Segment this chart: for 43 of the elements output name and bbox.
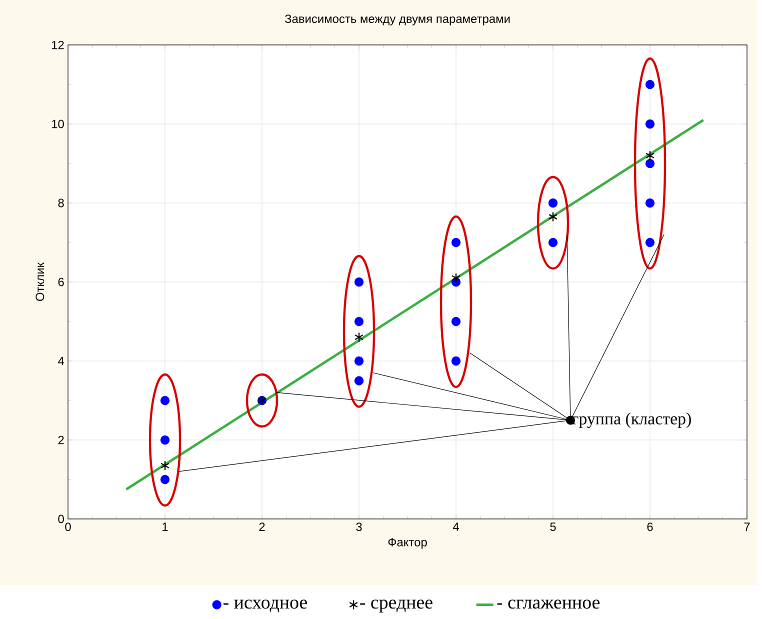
point bbox=[160, 435, 170, 445]
point bbox=[354, 356, 364, 366]
y-tick-label: 2 bbox=[58, 436, 64, 444]
x-tick-label: 3 bbox=[356, 522, 362, 532]
point bbox=[548, 212, 558, 222]
point bbox=[354, 277, 364, 287]
point bbox=[160, 474, 170, 484]
point bbox=[451, 356, 461, 366]
legend-label: - среднее bbox=[360, 600, 432, 613]
point bbox=[451, 316, 461, 326]
point bbox=[645, 80, 655, 90]
chart-title: Зависимость между двумя параметрами bbox=[284, 14, 510, 26]
point bbox=[160, 460, 170, 471]
y-tick-label: 8 bbox=[58, 198, 64, 208]
point bbox=[354, 316, 364, 326]
point bbox=[452, 272, 461, 284]
point bbox=[548, 238, 558, 248]
point bbox=[645, 198, 655, 208]
x-tick-label: 5 bbox=[550, 522, 556, 531]
x-axis-title: Фактор bbox=[388, 538, 427, 549]
x-tick-label: 4 bbox=[452, 522, 459, 531]
y-tick-label: 6 bbox=[58, 278, 64, 286]
x-tick-label: 0 bbox=[65, 522, 71, 532]
y-tick-label: 4 bbox=[58, 356, 64, 366]
point bbox=[645, 158, 655, 168]
x-tick-label: 6 bbox=[647, 522, 653, 532]
point bbox=[645, 119, 655, 129]
x-tick-label: 7 bbox=[744, 522, 750, 531]
y-tick-label: 12 bbox=[52, 40, 64, 50]
legend-label: - исходное bbox=[224, 600, 307, 612]
y-axis-title: Отклик bbox=[36, 262, 44, 301]
legend-label: - сглаженное bbox=[497, 600, 600, 609]
point bbox=[548, 198, 558, 208]
point bbox=[645, 238, 655, 248]
y-tick-label: 0 bbox=[58, 514, 64, 524]
point bbox=[646, 150, 655, 161]
x-tick-label: 2 bbox=[259, 522, 265, 531]
point bbox=[354, 332, 364, 342]
x-tick-label: 1 bbox=[162, 522, 168, 531]
y-tick-label: 10 bbox=[52, 120, 64, 128]
point bbox=[451, 238, 461, 248]
point bbox=[160, 396, 170, 406]
point bbox=[354, 376, 364, 386]
